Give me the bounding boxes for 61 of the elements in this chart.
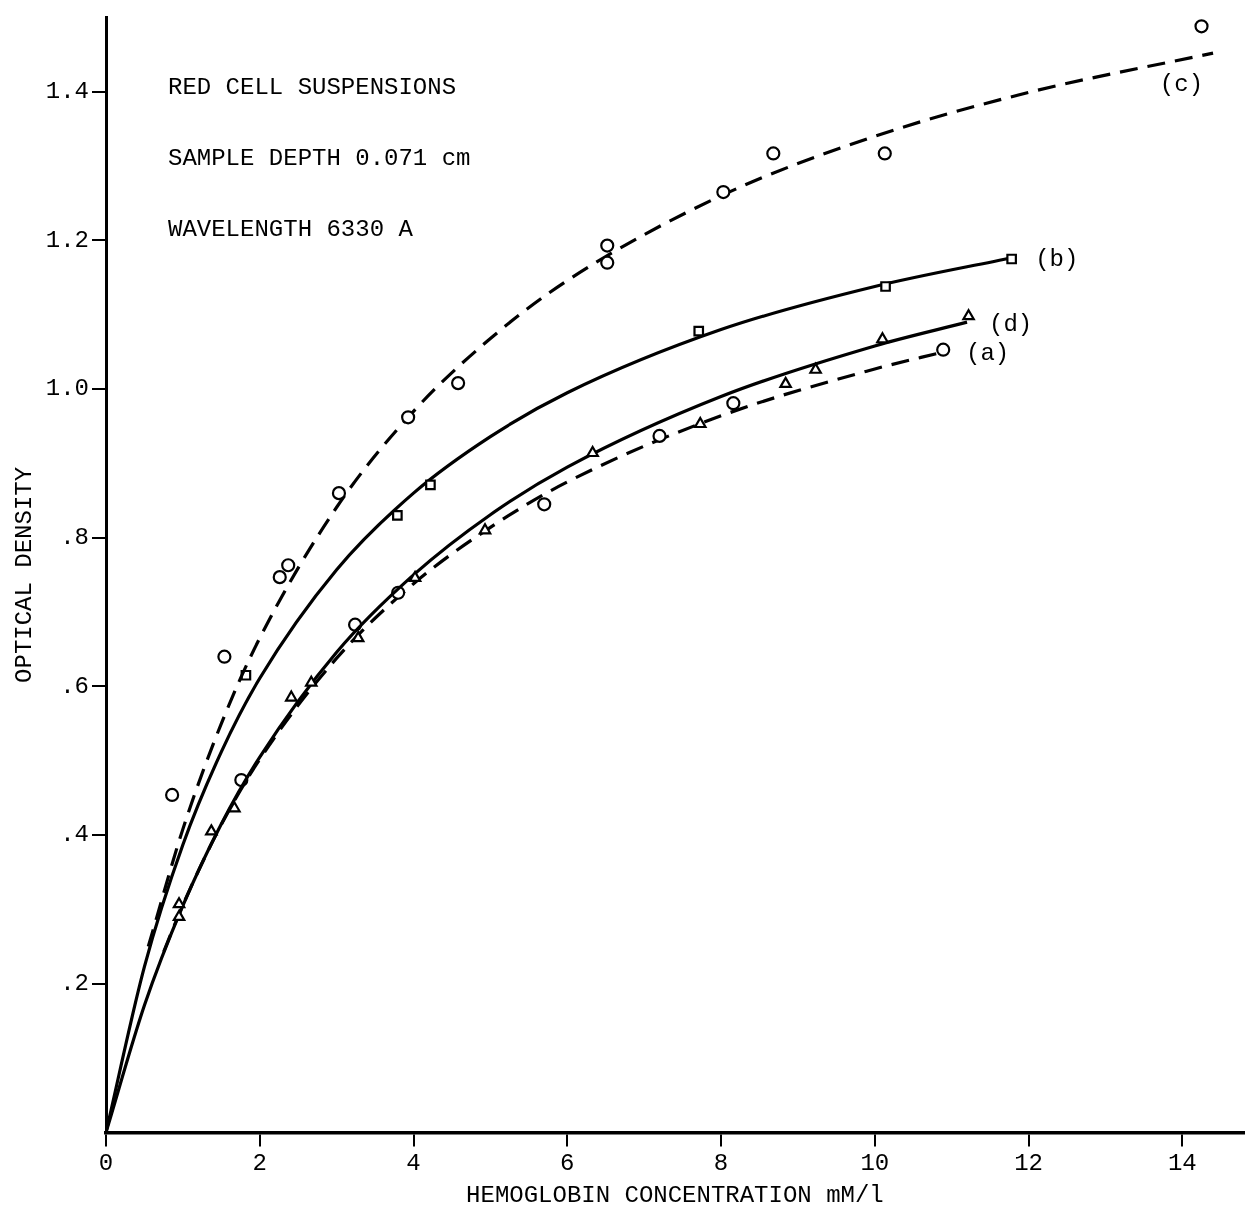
x-tick-label: 4: [406, 1150, 421, 1178]
point: [693, 325, 705, 337]
x-axis-title: HEMOGLOBIN CONCENTRATION mM/l: [466, 1181, 884, 1209]
y-tick-label: 1.4: [45, 78, 90, 106]
x-tick-label: 2: [252, 1150, 267, 1178]
point: [478, 523, 492, 535]
point: [726, 396, 741, 411]
y-tick-label: .2: [60, 970, 90, 998]
x-tick-label: 6: [560, 1150, 575, 1178]
point: [228, 801, 241, 813]
point: [451, 376, 466, 391]
point: [1194, 19, 1209, 34]
point: [205, 824, 218, 836]
y-tick-label: .6: [60, 672, 90, 700]
point: [408, 570, 422, 582]
point: [600, 255, 615, 270]
annotation: RED CELL SUSPENSIONS: [168, 73, 457, 101]
series-label: (b): [1035, 245, 1079, 273]
y-tick-label: .8: [60, 524, 90, 552]
point: [281, 558, 296, 573]
x-tick-label: 14: [1167, 1150, 1197, 1178]
y-tick-label: .4: [60, 821, 90, 849]
point: [586, 445, 599, 458]
point: [652, 428, 667, 443]
y-tick-label: 1.2: [45, 226, 90, 254]
y-axis-title: OPTICAL DENSITY: [10, 466, 38, 683]
point: [284, 690, 298, 702]
annotation: SAMPLE DEPTH 0.071 cm: [168, 144, 471, 172]
point: [1006, 253, 1017, 265]
point: [217, 649, 232, 664]
point: [876, 332, 889, 344]
point: [172, 897, 186, 909]
point: [779, 376, 792, 388]
x-tick-label: 0: [98, 1150, 114, 1178]
point: [425, 479, 436, 491]
point: [351, 630, 365, 643]
point: [401, 410, 416, 425]
point: [809, 362, 822, 374]
point: [392, 510, 403, 521]
point: [962, 309, 975, 321]
point: [936, 342, 951, 357]
point: [331, 486, 347, 501]
series-label: (c): [1159, 71, 1204, 99]
series-label: (a): [965, 340, 1010, 368]
point: [537, 497, 552, 512]
point: [304, 675, 318, 687]
point: [766, 146, 781, 161]
annotation: WAVELENGTH 6330 A: [168, 215, 414, 243]
y-tick-label: 1.0: [45, 375, 90, 403]
x-tick-label: 8: [713, 1150, 729, 1178]
point: [172, 909, 186, 921]
x-tick-label: 10: [860, 1150, 890, 1178]
series-label: (d): [989, 310, 1033, 338]
point: [880, 281, 891, 292]
x-tick-label: 12: [1014, 1150, 1043, 1178]
point: [877, 146, 892, 161]
point: [716, 184, 731, 200]
point: [165, 787, 180, 803]
point: [693, 416, 707, 429]
point: [600, 238, 615, 253]
point: [272, 570, 287, 585]
